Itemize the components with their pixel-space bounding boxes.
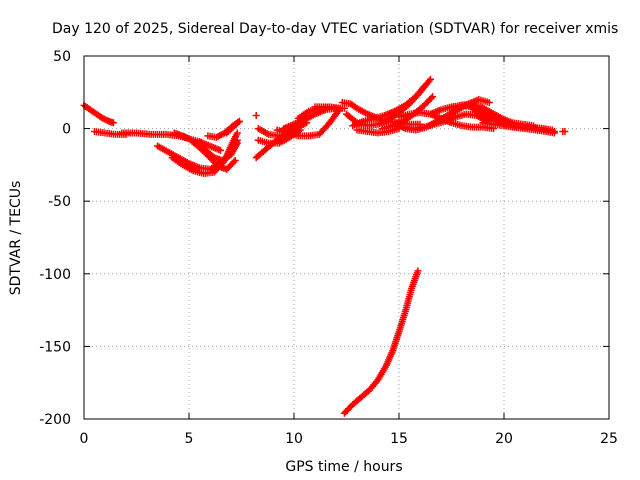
series-arc31 xyxy=(559,128,569,136)
data-point xyxy=(420,82,428,90)
data-point xyxy=(252,112,260,120)
x-tick-label: 0 xyxy=(80,431,89,447)
series-arc21 xyxy=(353,125,403,137)
data-point xyxy=(109,119,117,127)
data-point xyxy=(485,98,493,106)
data-point xyxy=(217,146,224,154)
data-point xyxy=(234,119,242,127)
data-point xyxy=(233,129,241,137)
data-point xyxy=(233,139,241,147)
series-arc10 xyxy=(252,112,260,120)
y-tick-label: 50 xyxy=(53,49,71,65)
x-tick-label: 10 xyxy=(285,431,303,447)
series-arc01 xyxy=(80,101,117,127)
x-axis-label: GPS time / hours xyxy=(285,459,402,475)
plot-frame xyxy=(83,55,610,420)
series-arc20 xyxy=(349,82,428,130)
series-arc17 xyxy=(311,103,348,112)
x-tick-label: 15 xyxy=(390,431,408,447)
series-arc12 xyxy=(254,126,304,147)
data-point xyxy=(427,75,434,83)
data-point xyxy=(561,128,569,136)
data-point xyxy=(550,129,558,137)
data-point xyxy=(414,267,422,275)
chart-title: Day 120 of 2025, Sidereal Day-to-day VTE… xyxy=(52,21,618,37)
y-tick-label: -200 xyxy=(39,412,71,428)
data-points xyxy=(80,75,569,417)
x-tick-label: 5 xyxy=(185,431,194,447)
data-point xyxy=(235,117,243,125)
y-tick-label: -50 xyxy=(48,194,71,210)
data-point xyxy=(427,94,435,102)
y-axis-label: SDTVAR / TECUs xyxy=(8,181,24,296)
series-arc09 xyxy=(223,117,243,137)
data-point xyxy=(429,93,437,101)
series-arc30 xyxy=(500,122,558,137)
data-point xyxy=(230,158,238,166)
x-tick-label: 20 xyxy=(495,431,513,447)
y-tick-label: -150 xyxy=(39,339,71,355)
axis-ticks: 0 5 10 15 20 25 50 0 -50 -100 -150 -200 xyxy=(39,49,618,447)
x-tick-label: 25 xyxy=(600,431,618,447)
series-arc32 xyxy=(340,267,422,417)
data-point xyxy=(231,157,239,165)
series-arc07 xyxy=(196,138,241,165)
y-tick-label: -100 xyxy=(39,267,71,283)
y-tick-label: 0 xyxy=(62,122,71,138)
